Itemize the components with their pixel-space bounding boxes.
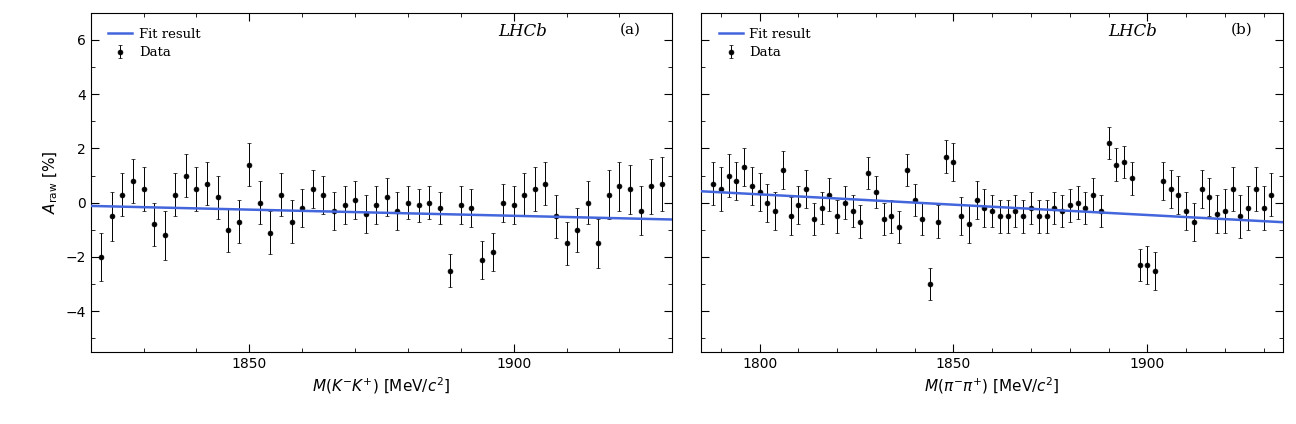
Text: (a): (a) [619,23,642,37]
X-axis label: $M(K^{-}K^{+})$ [MeV/$c^{2}$]: $M(K^{-}K^{+})$ [MeV/$c^{2}$] [312,375,451,396]
X-axis label: $M(\pi^{-}\pi^{+})$ [MeV/$c^{2}$]: $M(\pi^{-}\pi^{+})$ [MeV/$c^{2}$] [924,375,1060,396]
Legend: Fit result, Data: Fit result, Data [104,23,206,64]
Text: LHCb: LHCb [498,23,547,40]
Text: LHCb: LHCb [1108,23,1157,40]
Y-axis label: $A_{\rm raw}$ [%]: $A_{\rm raw}$ [%] [41,151,60,214]
Text: (b): (b) [1231,23,1252,37]
Legend: Fit result, Data: Fit result, Data [714,23,816,64]
